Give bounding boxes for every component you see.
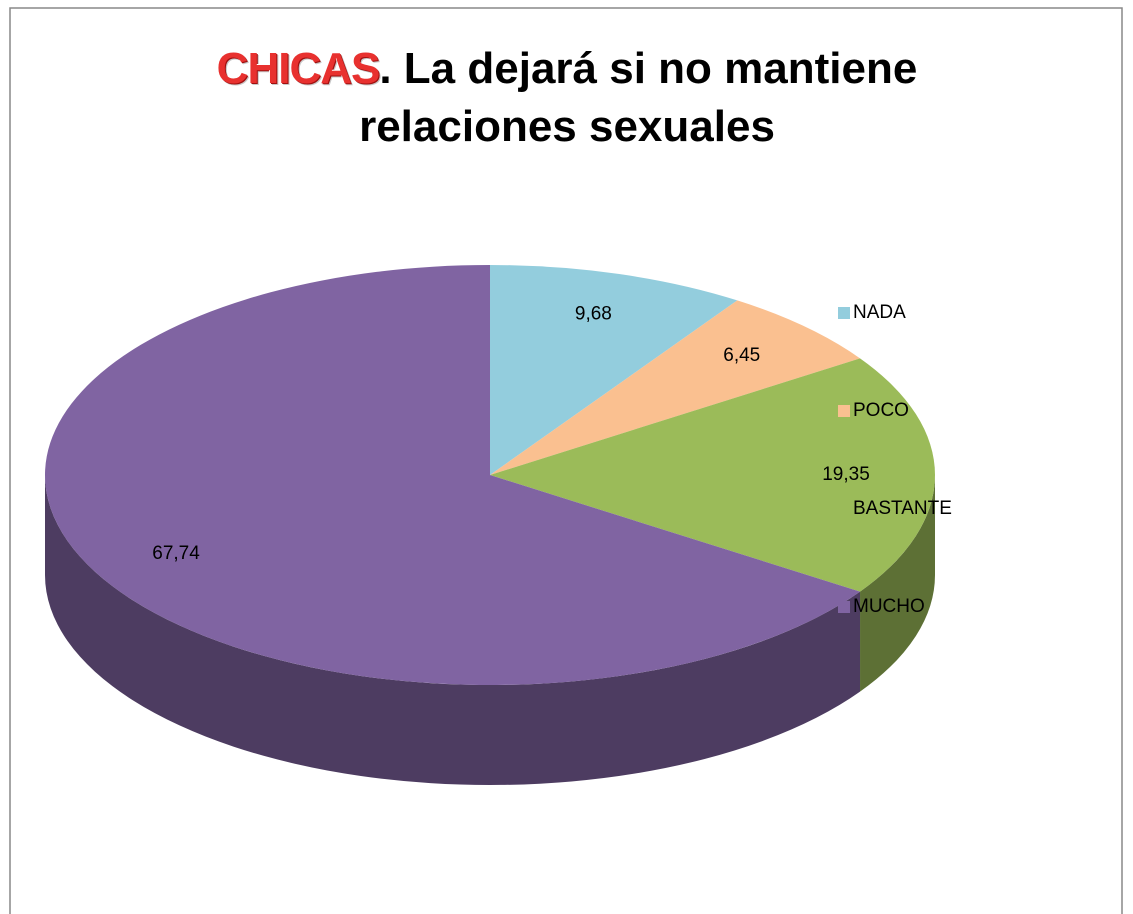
- legend-swatch: [838, 307, 850, 319]
- legend-label: MUCHO: [853, 596, 925, 617]
- chart-frame: [9, 7, 1123, 914]
- chart-title: CHICAS. La dejará si no mantiene relacio…: [107, 40, 1027, 156]
- data-label: 9,68: [575, 303, 612, 324]
- legend-label: NADA: [853, 302, 906, 323]
- data-label: 67,74: [152, 543, 200, 564]
- pie-slice: [490, 300, 861, 475]
- legend-swatch: [838, 405, 850, 417]
- legend-label: BASTANTE: [853, 498, 952, 519]
- pie-slice: [44, 265, 861, 686]
- pie-slice: [490, 358, 936, 592]
- pie-slice: [490, 265, 738, 475]
- title-text: . La dejará si no mantiene relaciones se…: [359, 44, 918, 151]
- legend-label: POCO: [853, 400, 909, 421]
- title-highlight: CHICAS: [216, 44, 381, 93]
- pie-side: [860, 475, 935, 692]
- legend-swatch: [838, 503, 850, 515]
- data-label: 6,45: [723, 345, 760, 366]
- pie-side: [45, 475, 861, 785]
- data-label: 19,35: [822, 464, 870, 485]
- legend-swatch: [838, 601, 850, 613]
